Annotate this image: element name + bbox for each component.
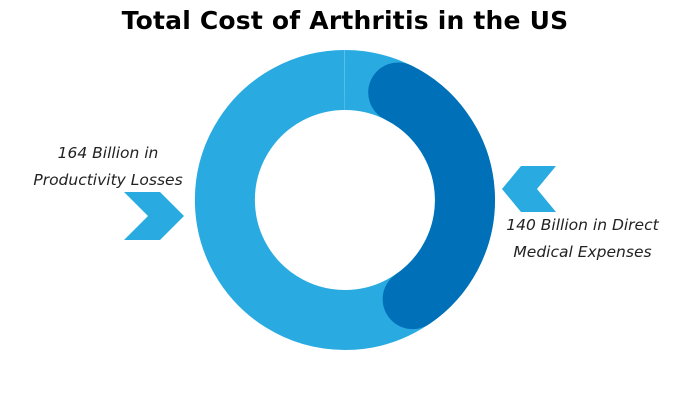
label-productivity-line1: 164 Billion in	[57, 144, 159, 162]
donut-slice-direct-medical-expenses	[368, 62, 495, 330]
label-productivity-losses: 164 Billion in Productivity Losses	[18, 140, 198, 194]
chevron-right-icon	[124, 192, 184, 240]
chart-title: Total Cost of Arthritis in the US	[121, 6, 569, 35]
label-productivity-line2: Productivity Losses	[33, 171, 183, 189]
label-medical-line1: 140 Billion in Direct	[506, 216, 659, 234]
label-direct-medical-expenses: 140 Billion in Direct Medical Expenses	[490, 212, 675, 266]
label-medical-line2: Medical Expenses	[513, 243, 652, 261]
chevron-left-icon	[502, 166, 556, 212]
